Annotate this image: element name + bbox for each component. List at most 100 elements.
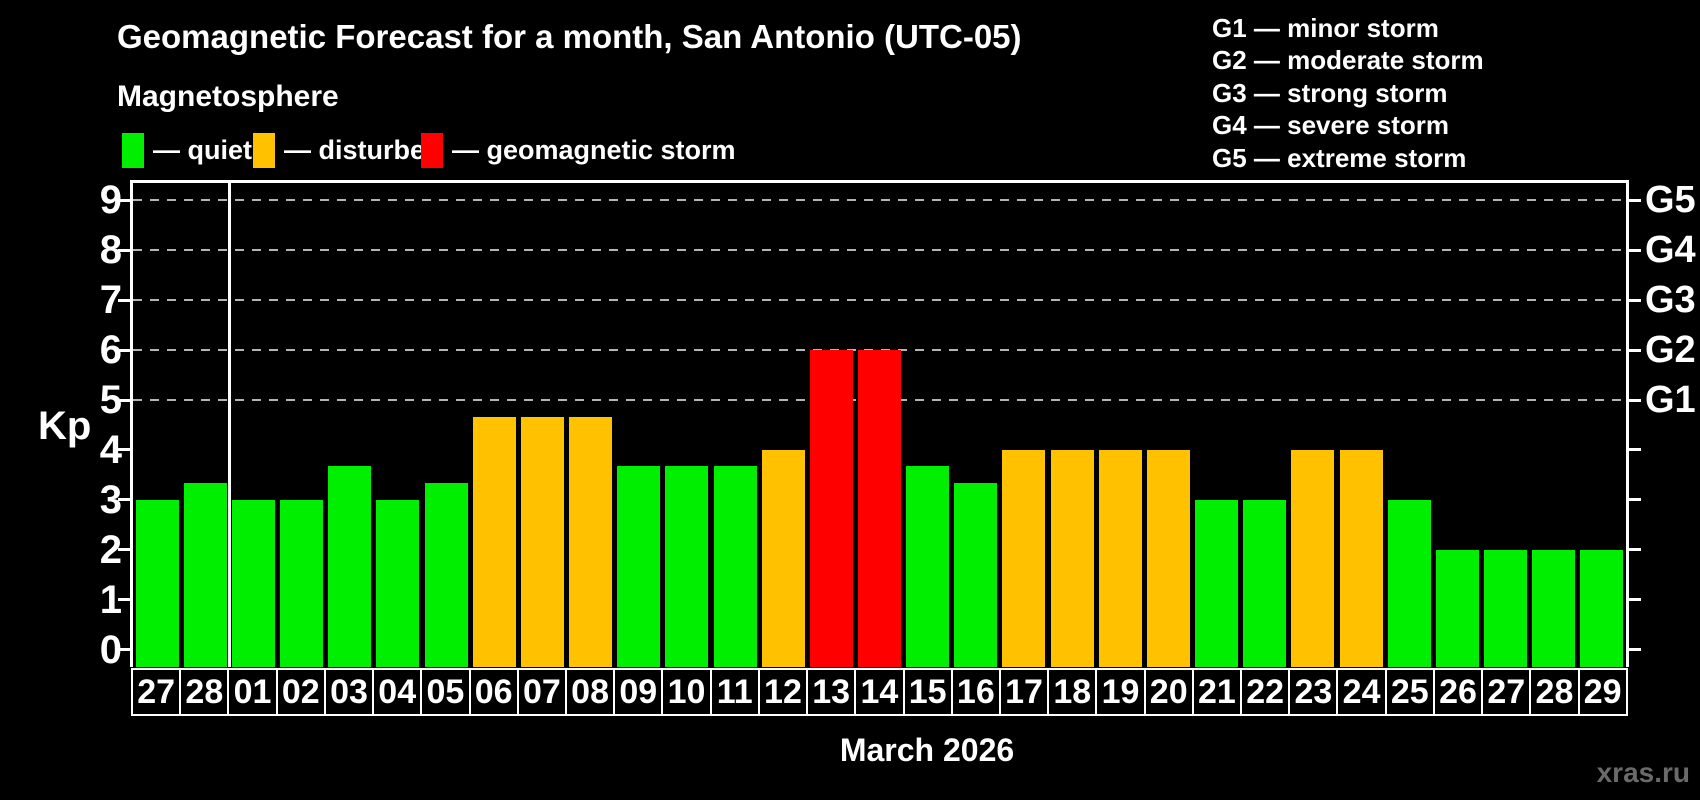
y-tick-left: [118, 498, 130, 502]
day-label-cell: 10: [663, 670, 712, 714]
x-axis-label: March 2026: [839, 732, 1015, 768]
kp-bar-day-08: [569, 416, 613, 667]
kp-bar-day-15: [906, 466, 950, 667]
legend-item-label: — quiet: [153, 134, 252, 165]
page-title: Geomagnetic Forecast for a month, San An…: [117, 18, 1022, 55]
kp-bar-day-25: [1387, 499, 1431, 667]
day-label-cell: 25: [1386, 670, 1435, 714]
y-tick-right: [1629, 198, 1641, 202]
legend-item-label: — disturbed: [284, 134, 442, 165]
right-axis-label-g3: G3: [1645, 279, 1696, 322]
y-tick-label-3: 3: [99, 477, 122, 522]
legend-swatch-disturbed-icon: [253, 132, 275, 168]
kp-bar-day-14: [858, 350, 901, 667]
y-tick-left: [118, 348, 130, 352]
kp-bar-day-12: [761, 449, 805, 667]
kp-bar-day-10: [665, 466, 709, 667]
kp-bar-day-29: [1580, 549, 1624, 667]
y-tick-right: [1629, 348, 1641, 352]
y-tick-right: [1629, 398, 1641, 402]
y-tick-left: [118, 198, 130, 202]
kp-bar-day-19: [1098, 449, 1142, 667]
kp-bar-day-09: [617, 466, 661, 667]
gridline-kp7: [133, 299, 1626, 302]
day-label-cell: 22: [1242, 670, 1291, 714]
month-divider: [227, 183, 231, 667]
day-label-cell: 27: [133, 670, 182, 714]
axis-top: [130, 180, 1629, 183]
kp-bar-day-28: [1532, 549, 1576, 667]
day-label-cell: 20: [1145, 670, 1194, 714]
kp-bar-day-02: [280, 499, 324, 667]
kp-bar-day-23: [1291, 449, 1335, 667]
day-label-cell: 03: [325, 670, 375, 714]
kp-bar-day-18: [1050, 449, 1094, 667]
day-label-cell: 07: [518, 670, 567, 714]
y-tick-label-8: 8: [99, 228, 122, 273]
y-tick-right: [1629, 648, 1641, 652]
y-tick-right: [1629, 298, 1641, 302]
kp-bar-day-22: [1243, 499, 1287, 667]
y-tick-right: [1629, 248, 1641, 252]
legend-item-disturbed: — disturbed: [253, 131, 442, 169]
day-label-cell: 19: [1097, 670, 1146, 714]
storm-scale-item-g2: G2 — moderate storm: [1212, 45, 1484, 76]
storm-scale-item-g5: G5 — extreme storm: [1212, 142, 1467, 173]
legend-item-quiet: — quiet: [122, 131, 252, 169]
day-label-cell: 27: [1483, 670, 1532, 714]
kp-bar-day-28: [183, 483, 227, 667]
y-tick-right: [1629, 448, 1641, 452]
y-tick-label-2: 2: [99, 527, 122, 572]
legend-swatch-quiet-icon: [122, 132, 144, 168]
axis-right: [1626, 180, 1629, 667]
day-label-cell: 16: [952, 670, 1001, 714]
magnetosphere-label: Magnetosphere: [117, 80, 339, 113]
kp-bar-day-24: [1339, 449, 1383, 667]
day-label-cell: 21: [1193, 670, 1243, 714]
y-tick-left: [118, 448, 130, 452]
kp-bar-day-05: [424, 483, 468, 667]
y-tick-left: [118, 548, 130, 552]
day-label-cell: 13: [808, 670, 857, 714]
gridline-kp9: [133, 199, 1626, 202]
day-label-cell: 18: [1049, 670, 1098, 714]
day-label-cell: 05: [422, 670, 471, 714]
kp-bar-day-11: [713, 466, 757, 667]
kp-bar-day-03: [328, 466, 372, 667]
day-label-cell: 28: [181, 670, 230, 714]
right-axis-label-g2: G2: [1645, 329, 1696, 372]
legend-swatch-storm-icon: [421, 132, 443, 168]
y-tick-left: [118, 298, 130, 302]
y-tick-label-7: 7: [99, 278, 122, 323]
storm-scale-legend: G1 — minor storm G2 — moderate storm G3 — …: [1212, 12, 1484, 174]
kp-bar-day-20: [1146, 449, 1190, 667]
gridline-kp8: [133, 249, 1626, 252]
y-tick-right: [1629, 548, 1641, 552]
day-label-cell: 01: [229, 670, 278, 714]
day-label-cell: 26: [1434, 670, 1484, 714]
kp-bar-day-17: [1002, 449, 1046, 667]
storm-scale-item-g4: G4 — severe storm: [1212, 110, 1450, 141]
y-tick-label-5: 5: [99, 378, 122, 423]
y-tick-right: [1629, 498, 1641, 502]
kp-bar-day-06: [472, 416, 516, 667]
day-label-cell: 08: [566, 670, 616, 714]
y-tick-label-9: 9: [99, 178, 122, 223]
axis-left: [130, 180, 133, 667]
magnetosphere-legend: — quiet — disturbed — geomagnetic storm: [0, 131, 1700, 169]
day-label-cell: 12: [759, 670, 809, 714]
day-label-cell: 02: [277, 670, 326, 714]
kp-axis-label: Kp: [38, 404, 92, 448]
day-label-row: 27 28 01 02 03 04 05 06 07 08 09 10 11 12 13 14 15 16 17 18…: [131, 668, 1628, 716]
kp-bar-day-27: [135, 499, 179, 667]
y-tick-label-0: 0: [99, 627, 122, 672]
storm-scale-item-g3: G3 — strong storm: [1212, 77, 1448, 108]
watermark: xras.ru: [1596, 757, 1690, 788]
day-label-cell: 09: [615, 670, 664, 714]
kp-bar-day-07: [520, 416, 564, 667]
kp-bar-day-16: [954, 483, 998, 667]
legend-item-storm: — geomagnetic storm: [421, 131, 736, 169]
day-label-cell: 15: [904, 670, 953, 714]
kp-bar-day-04: [376, 499, 420, 667]
